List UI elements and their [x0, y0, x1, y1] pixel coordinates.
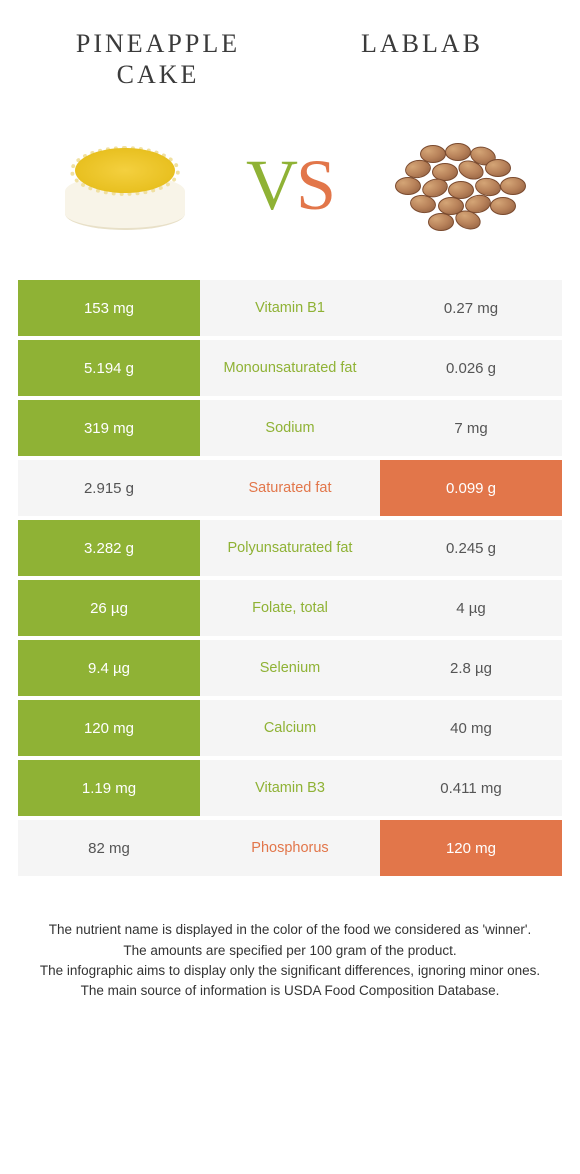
table-row: 9.4 µgSelenium2.8 µg: [18, 640, 562, 696]
images-row: VS: [0, 100, 580, 280]
table-row: 5.194 gMonounsaturated fat0.026 g: [18, 340, 562, 396]
left-food-image: [40, 120, 210, 250]
left-value: 2.915 g: [18, 460, 200, 516]
left-value: 153 mg: [18, 280, 200, 336]
left-food-title: PINEAPPLE CAKE: [48, 28, 268, 90]
nutrient-label: Sodium: [200, 400, 380, 456]
table-row: 319 mgSodium7 mg: [18, 400, 562, 456]
left-value: 120 mg: [18, 700, 200, 756]
vs-label: VS: [246, 144, 334, 227]
right-value: 120 mg: [380, 820, 562, 876]
right-value: 7 mg: [380, 400, 562, 456]
nutrient-label: Monounsaturated fat: [200, 340, 380, 396]
nutrient-label: Calcium: [200, 700, 380, 756]
table-row: 2.915 gSaturated fat0.099 g: [18, 460, 562, 516]
table-row: 26 µgFolate, total4 µg: [18, 580, 562, 636]
left-value: 319 mg: [18, 400, 200, 456]
footer-line: The amounts are specified per 100 gram o…: [28, 941, 552, 961]
vs-v-letter: V: [246, 145, 296, 225]
nutrient-label: Folate, total: [200, 580, 380, 636]
right-value: 40 mg: [380, 700, 562, 756]
left-value: 1.19 mg: [18, 760, 200, 816]
table-row: 3.282 gPolyunsaturated fat0.245 g: [18, 520, 562, 576]
footer-line: The main source of information is USDA F…: [28, 981, 552, 1001]
footer-notes: The nutrient name is displayed in the co…: [0, 880, 580, 1021]
right-food-title: LABLAB: [312, 28, 532, 90]
footer-line: The infographic aims to display only the…: [28, 961, 552, 981]
nutrient-label: Vitamin B3: [200, 760, 380, 816]
header: PINEAPPLE CAKE LABLAB: [0, 0, 580, 100]
left-value: 9.4 µg: [18, 640, 200, 696]
right-value: 0.026 g: [380, 340, 562, 396]
table-row: 153 mgVitamin B10.27 mg: [18, 280, 562, 336]
right-value: 0.245 g: [380, 520, 562, 576]
right-food-image: [370, 120, 540, 250]
left-value: 3.282 g: [18, 520, 200, 576]
right-value: 2.8 µg: [380, 640, 562, 696]
footer-line: The nutrient name is displayed in the co…: [28, 920, 552, 940]
table-row: 82 mgPhosphorus120 mg: [18, 820, 562, 876]
nutrient-label: Vitamin B1: [200, 280, 380, 336]
table-row: 120 mgCalcium40 mg: [18, 700, 562, 756]
nutrient-table: 153 mgVitamin B10.27 mg5.194 gMonounsatu…: [18, 280, 562, 876]
nutrient-label: Saturated fat: [200, 460, 380, 516]
nutrient-label: Selenium: [200, 640, 380, 696]
left-value: 26 µg: [18, 580, 200, 636]
vs-s-letter: S: [296, 145, 334, 225]
right-value: 4 µg: [380, 580, 562, 636]
right-value: 0.099 g: [380, 460, 562, 516]
right-value: 0.27 mg: [380, 280, 562, 336]
right-value: 0.411 mg: [380, 760, 562, 816]
lablab-beans-icon: [380, 135, 530, 235]
nutrient-label: Phosphorus: [200, 820, 380, 876]
left-value: 5.194 g: [18, 340, 200, 396]
left-value: 82 mg: [18, 820, 200, 876]
table-row: 1.19 mgVitamin B30.411 mg: [18, 760, 562, 816]
pineapple-cake-icon: [60, 140, 190, 230]
nutrient-label: Polyunsaturated fat: [200, 520, 380, 576]
